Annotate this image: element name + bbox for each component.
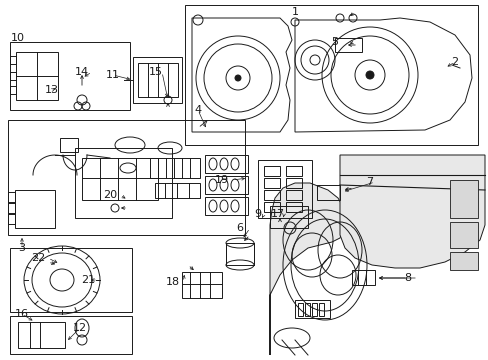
Text: 6: 6 [236,223,243,233]
Bar [316,185,339,200]
Text: 20: 20 [103,190,117,200]
Text: 15: 15 [149,67,163,77]
Bar [264,202,280,212]
Bar [351,270,374,285]
Bar [264,190,280,200]
Bar [264,166,280,176]
Bar [204,155,247,173]
Bar [8,120,244,235]
Bar [285,190,302,200]
Text: 22: 22 [31,253,45,263]
Text: 8: 8 [404,273,411,283]
Bar [18,322,65,348]
Text: 17: 17 [270,209,285,219]
Bar [10,316,132,354]
Text: 21: 21 [81,275,95,285]
Bar [15,190,55,228]
Bar [264,178,280,188]
Bar [285,178,302,188]
Bar [449,180,477,218]
Bar [294,300,329,318]
Bar [269,206,307,228]
Ellipse shape [365,71,373,79]
Bar [133,57,182,103]
Text: 4: 4 [194,105,201,115]
Text: 2: 2 [450,57,458,67]
Text: 18: 18 [165,277,180,287]
Text: 1: 1 [291,7,298,17]
Text: 19: 19 [215,175,228,185]
Bar [285,166,302,176]
PathPatch shape [269,183,345,355]
Bar [82,158,158,200]
Text: 13: 13 [45,85,59,95]
Text: 7: 7 [366,177,373,187]
Text: 16: 16 [15,309,29,319]
Bar [449,222,477,248]
Bar [75,148,172,218]
Bar [305,303,309,316]
Bar [318,303,324,316]
Bar [60,138,78,152]
Bar [8,214,15,224]
Bar [10,248,132,312]
Bar [8,192,15,202]
Bar [16,52,58,100]
Bar [10,42,130,110]
Text: 11: 11 [106,70,120,80]
PathPatch shape [339,155,484,268]
Bar [258,160,311,218]
Bar [10,56,16,64]
Bar [285,202,302,212]
Bar [204,197,247,215]
Bar [184,5,477,145]
Text: 10: 10 [11,33,25,43]
Text: 3: 3 [19,243,25,253]
Bar [10,72,16,80]
Bar [138,63,178,97]
Bar [10,86,16,94]
Text: 9: 9 [254,209,261,219]
Text: 5: 5 [331,37,338,47]
Bar [155,183,200,198]
Ellipse shape [235,75,241,81]
Bar [182,272,222,298]
Bar [225,243,253,265]
Bar [204,176,247,194]
Bar [297,303,303,316]
Bar [311,303,316,316]
Text: 14: 14 [75,67,89,77]
Bar [150,158,200,178]
Text: 12: 12 [73,323,87,333]
Bar [334,38,361,52]
Bar [449,252,477,270]
Bar [8,203,15,213]
